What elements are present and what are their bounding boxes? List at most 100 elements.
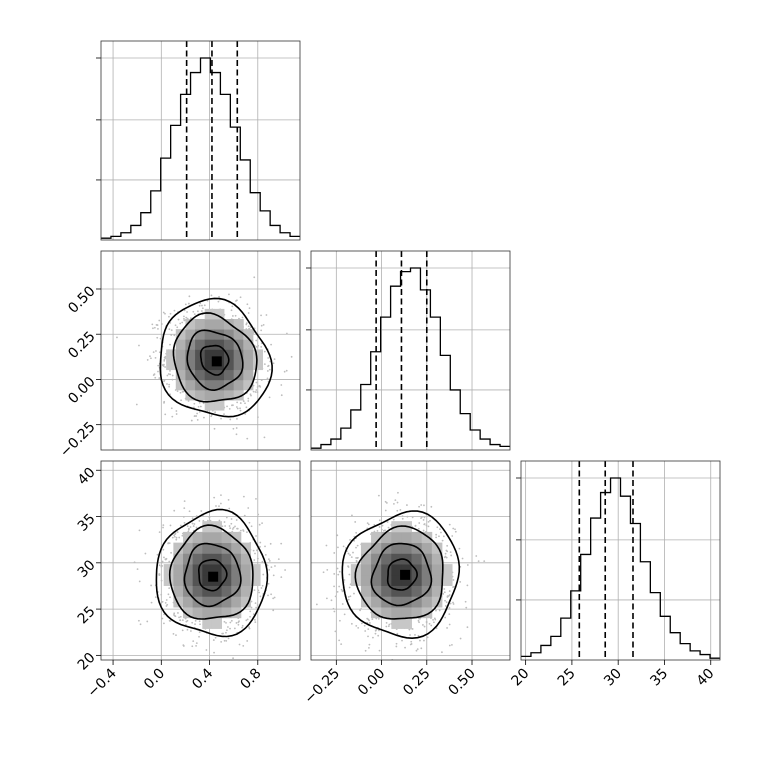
sample-point: [183, 309, 186, 312]
density-cell: [202, 596, 213, 608]
sample-point: [363, 624, 366, 627]
sample-point: [137, 619, 140, 622]
sample-point: [447, 595, 450, 597]
contour-1-sigma: [183, 542, 242, 608]
sample-point: [150, 357, 152, 360]
density-cell: [401, 542, 412, 554]
sample-point: [241, 316, 244, 319]
sample-point: [161, 364, 164, 366]
sample-point: [194, 619, 197, 622]
sample-point: [162, 524, 165, 527]
sample-point: [348, 573, 351, 576]
sample-point: [202, 402, 205, 405]
sample-point: [368, 643, 371, 646]
sample-point: [175, 634, 177, 637]
sample-point: [255, 381, 258, 384]
density-cell: [431, 585, 443, 597]
density-cell: [252, 349, 264, 360]
sample-point: [196, 418, 199, 421]
density-cell: [183, 596, 194, 608]
sample-point: [228, 507, 231, 510]
sample-point: [338, 639, 341, 642]
sample-point: [152, 327, 154, 330]
sample-point: [169, 321, 172, 324]
sample-point: [272, 597, 275, 600]
density-cell: [202, 564, 213, 576]
sample-point: [261, 522, 263, 525]
sample-point: [406, 504, 408, 506]
sample-point: [444, 599, 446, 602]
sample-point: [422, 624, 424, 626]
contour-0.5-sigma: [386, 558, 418, 591]
sample-point: [433, 617, 436, 620]
sample-point: [158, 574, 161, 576]
density-cell: [204, 339, 215, 350]
sample-point: [423, 523, 426, 526]
density-cell: [411, 585, 423, 597]
sample-point: [176, 390, 179, 393]
sample-point: [177, 612, 179, 614]
sample-point: [236, 299, 238, 302]
sample-point: [336, 534, 339, 537]
sample-point: [427, 521, 430, 523]
sample-point: [249, 610, 252, 613]
sample-point: [423, 639, 425, 642]
sample-point: [225, 629, 228, 632]
sample-point: [260, 587, 263, 589]
sample-point: [184, 303, 187, 306]
sample-point: [225, 621, 227, 624]
sample-point: [156, 553, 159, 556]
density-cell: [183, 607, 194, 619]
contour-2-sigma: [159, 297, 273, 418]
sample-point: [263, 436, 266, 439]
density-cell: [175, 379, 186, 391]
sample-point: [193, 523, 196, 525]
sample-point: [375, 628, 378, 631]
density-cell: [211, 596, 223, 608]
sample-point: [171, 374, 174, 377]
sample-point: [191, 522, 194, 525]
sample-point: [352, 551, 354, 554]
sample-point: [235, 622, 238, 624]
sample-point: [253, 589, 256, 592]
sample-point: [157, 327, 159, 330]
sample-point: [353, 592, 355, 595]
sample-point: [218, 505, 220, 508]
density-cell: [371, 574, 382, 586]
sample-point: [387, 625, 390, 628]
sample-point: [258, 591, 260, 594]
sample-point: [179, 619, 182, 622]
y-tick-label-2: 25: [75, 603, 99, 627]
sample-point: [414, 633, 416, 636]
panel-frame: [310, 460, 511, 661]
sample-point: [266, 370, 269, 372]
sample-point: [232, 427, 235, 430]
sample-point: [411, 516, 414, 519]
sample-point: [246, 531, 248, 534]
sample-point: [394, 499, 397, 502]
sample-point: [152, 374, 155, 376]
sample-point: [416, 648, 419, 651]
sample-point: [168, 560, 171, 563]
sample-point: [349, 539, 351, 541]
sample-point: [166, 374, 169, 377]
sample-point: [228, 408, 231, 410]
sample-point: [171, 415, 174, 418]
y-tick-label-1: 0.50: [65, 283, 98, 316]
density-cell: [224, 359, 235, 371]
sample-point: [250, 525, 253, 528]
sample-point: [378, 629, 380, 632]
sample-point: [259, 386, 262, 388]
density-cell: [243, 329, 254, 340]
density-cell: [192, 585, 203, 597]
sample-point: [228, 525, 231, 527]
density-panel-1-2: [310, 460, 511, 661]
sample-point: [439, 528, 441, 531]
sample-point: [333, 610, 336, 613]
sample-point: [182, 644, 185, 647]
sample-point: [138, 344, 140, 347]
sample-point: [443, 588, 446, 590]
sample-point: [475, 555, 478, 557]
sample-point: [246, 303, 249, 306]
sample-point: [199, 405, 202, 408]
